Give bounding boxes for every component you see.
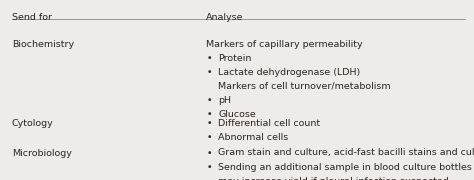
Text: Lactate dehydrogenase (LDH): Lactate dehydrogenase (LDH) <box>218 68 360 77</box>
Text: •: • <box>206 68 212 77</box>
Text: Sending an additional sample in blood culture bottles: Sending an additional sample in blood cu… <box>218 163 472 172</box>
Text: pH: pH <box>218 96 231 105</box>
Text: Analyse: Analyse <box>206 13 244 22</box>
Text: •: • <box>206 54 212 63</box>
Text: Abnormal cells: Abnormal cells <box>218 133 288 142</box>
Text: Differential cell count: Differential cell count <box>218 119 320 128</box>
Text: •: • <box>206 148 212 158</box>
Text: Markers of capillary permeability: Markers of capillary permeability <box>206 40 363 49</box>
Text: Send for: Send for <box>12 13 52 22</box>
Text: may increase yield if pleural infection suspected: may increase yield if pleural infection … <box>218 177 449 180</box>
Text: •: • <box>206 133 212 142</box>
Text: •: • <box>206 96 212 105</box>
Text: •: • <box>206 110 212 119</box>
Text: Gram stain and culture, acid-fast bacilli stains and culture: Gram stain and culture, acid-fast bacill… <box>218 148 474 158</box>
Text: Microbiology: Microbiology <box>12 148 72 158</box>
Text: Cytology: Cytology <box>12 119 54 128</box>
Text: Glucose: Glucose <box>218 110 256 119</box>
Text: •: • <box>206 119 212 128</box>
Text: Protein: Protein <box>218 54 251 63</box>
Text: •: • <box>206 163 212 172</box>
Text: Markers of cell turnover/metabolism: Markers of cell turnover/metabolism <box>218 82 391 91</box>
Text: Biochemistry: Biochemistry <box>12 40 74 49</box>
